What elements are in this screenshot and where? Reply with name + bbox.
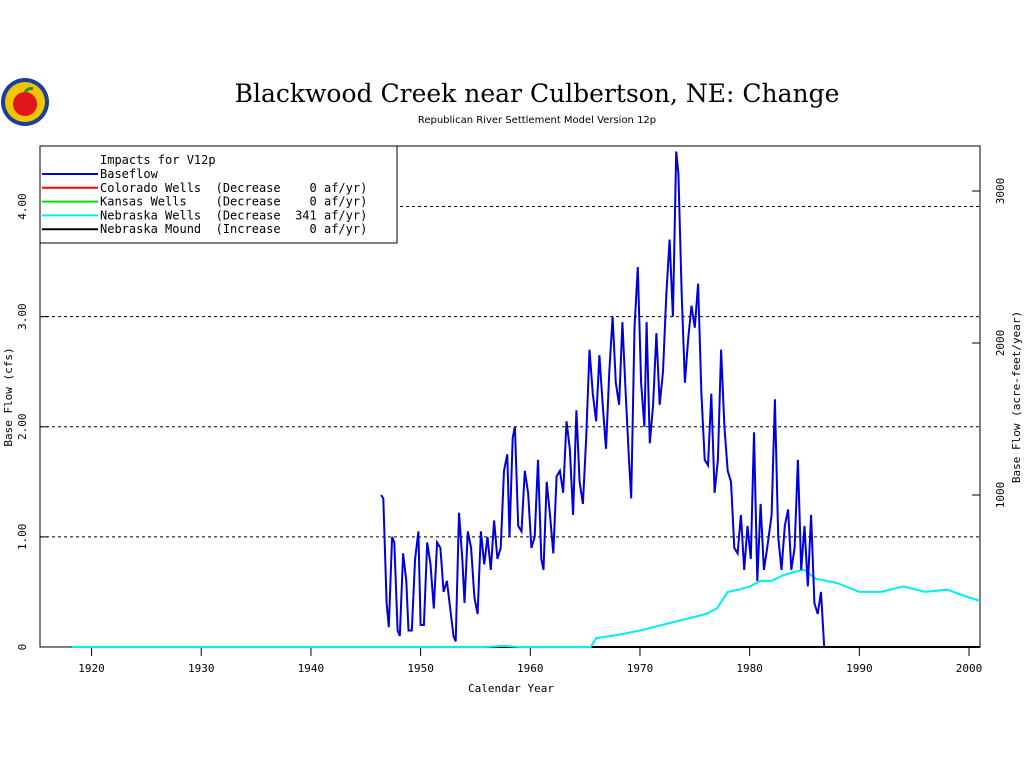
y-tick-label: 3.00: [16, 303, 29, 330]
y-tick-label: 2.00: [16, 414, 29, 441]
y-tick-label: 0: [16, 644, 29, 651]
y2-tick-label: 2000: [994, 330, 1007, 357]
legend-title: Impacts for V12p: [100, 153, 216, 167]
series-line: [380, 151, 826, 648]
legend-label: Nebraska Mound (Increase 0 af/yr): [100, 222, 367, 236]
x-tick-label: 1950: [407, 662, 434, 675]
x-axis-label: Calendar Year: [468, 682, 554, 695]
legend-label: Nebraska Wells (Decrease 341 af/yr): [100, 208, 367, 222]
y2-tick-label: 3000: [994, 178, 1007, 205]
x-tick-label: 1980: [736, 662, 763, 675]
y2-axis-label: Base Flow (acre-feet/year): [1010, 311, 1023, 483]
legend-label: Colorado Wells (Decrease 0 af/yr): [100, 181, 367, 195]
x-tick-label: 2000: [956, 662, 983, 675]
chart-subtitle: Republican River Settlement Model Versio…: [418, 115, 656, 126]
y-axis-label: Base Flow (cfs): [2, 347, 15, 446]
legend-box: [39, 145, 398, 244]
x-tick-label: 1990: [846, 662, 873, 675]
x-tick-label: 1970: [627, 662, 654, 675]
x-tick-label: 1930: [188, 662, 215, 675]
series-line: [71, 568, 981, 648]
legend-label: Kansas Wells (Decrease 0 af/yr): [100, 195, 367, 209]
x-tick-label: 1920: [78, 662, 105, 675]
chart-title: Blackwood Creek near Culbertson, NE: Cha…: [235, 79, 840, 108]
y-tick-label: 1.00: [16, 524, 29, 551]
x-tick-label: 1940: [298, 662, 325, 675]
y-tick-label: 4.00: [16, 193, 29, 220]
x-tick-label: 1960: [517, 662, 544, 675]
y2-tick-label: 1000: [994, 482, 1007, 509]
legend-label: Baseflow: [100, 167, 159, 181]
logo: [1, 78, 49, 126]
